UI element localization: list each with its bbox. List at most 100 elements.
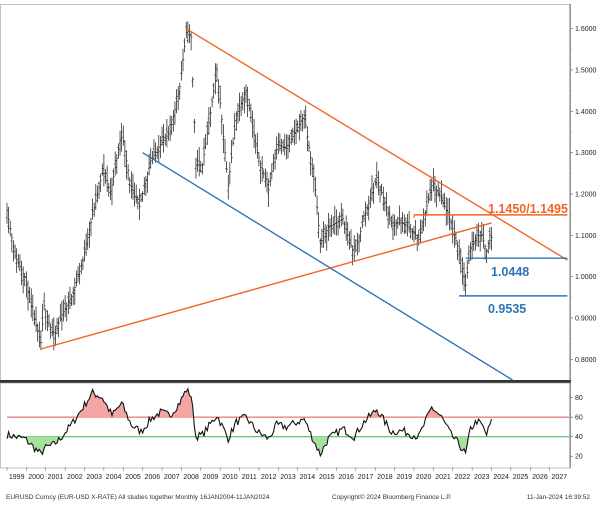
price-bar <box>112 168 115 186</box>
price-bar <box>146 171 149 193</box>
level-label: 1.0448 <box>491 265 529 279</box>
price-bar <box>188 24 191 44</box>
price-bar <box>357 234 361 253</box>
price-bar <box>365 204 369 216</box>
y-tick-label: 1.3000 <box>575 150 597 157</box>
x-tick-label: 2027 <box>552 474 568 481</box>
price-bar <box>67 291 70 314</box>
price-bar <box>75 270 78 287</box>
price-bar <box>370 175 374 202</box>
price-bar <box>438 187 442 202</box>
price-bar <box>486 240 490 254</box>
price-bar <box>36 323 39 342</box>
price-bar <box>58 303 62 322</box>
rsi-y-axis: 20 40 60 80 <box>570 395 583 461</box>
price-bar <box>88 221 91 248</box>
rsi-line <box>6 387 493 458</box>
price-bar <box>155 146 159 160</box>
rsi-overbought-fill <box>367 410 384 418</box>
y-tick-label: 1.6000 <box>575 26 597 33</box>
price-bar <box>209 106 212 127</box>
y-tick-label: 1.4000 <box>575 109 597 116</box>
price-bar <box>490 226 493 251</box>
x-tick-label: 2025 <box>513 474 529 481</box>
price-bar <box>102 154 106 187</box>
price-bar <box>432 168 435 192</box>
price-bar <box>197 147 201 177</box>
price-bar <box>289 129 293 145</box>
price-bar <box>91 198 94 220</box>
price-bar <box>464 273 467 297</box>
price-bar <box>205 121 209 145</box>
price-bar <box>191 76 195 88</box>
x-tick-label: 1999 <box>9 474 25 481</box>
price-bar <box>268 172 272 187</box>
price-bar <box>34 306 38 332</box>
price-bar <box>285 134 288 160</box>
price-bar <box>144 175 148 196</box>
level-label: 1.1450/1.1495 <box>488 202 568 216</box>
price-bar <box>26 280 30 311</box>
price-bar <box>388 205 392 225</box>
main-y-axis: 0.8000 0.9000 1.0000 1.1000 1.2000 1.3000 1.40… <box>570 26 597 364</box>
price-bar <box>236 103 240 124</box>
price-bar <box>233 112 237 140</box>
price-bar <box>310 157 314 177</box>
price-bar <box>456 241 459 261</box>
price-bar <box>199 160 203 173</box>
price-bar <box>314 176 317 197</box>
price-bar <box>315 195 319 215</box>
price-bar <box>31 294 35 322</box>
price-bar <box>238 92 241 122</box>
price-bar <box>163 133 167 146</box>
rsi-overbought-fill <box>155 388 194 418</box>
price-bar <box>465 259 469 279</box>
x-tick-label: 2021 <box>435 474 451 481</box>
price-bar <box>100 163 104 176</box>
x-tick-label: 2006 <box>145 474 161 481</box>
price-bar <box>55 317 59 335</box>
price-bar <box>385 192 388 217</box>
price-bar <box>467 245 471 265</box>
price-bar <box>338 212 341 229</box>
price-bar <box>222 124 225 154</box>
price-bar <box>488 227 492 249</box>
price-bar <box>126 164 130 181</box>
price-bar <box>420 219 424 234</box>
price-bar <box>5 202 9 224</box>
price-bar <box>299 110 303 131</box>
x-tick-label: 2005 <box>125 474 141 481</box>
price-bar <box>97 181 101 199</box>
price-bar <box>259 160 262 184</box>
rsi-tick-label: 40 <box>575 434 583 441</box>
price-bar <box>256 132 259 159</box>
price-bar <box>110 177 114 206</box>
price-bar <box>18 254 22 272</box>
price-bar <box>193 118 196 133</box>
price-bar <box>391 213 395 241</box>
price-bar <box>362 210 366 223</box>
price-bar <box>223 138 227 162</box>
rsi-tick-label: 60 <box>575 415 583 422</box>
price-bar <box>96 185 99 203</box>
price-bar <box>390 215 393 228</box>
price-bar <box>346 222 350 246</box>
price-bar <box>339 203 343 227</box>
price-bar <box>293 119 296 146</box>
price-bar <box>99 173 102 193</box>
price-bar <box>344 215 348 241</box>
price-bar <box>10 233 14 252</box>
price-bar <box>173 101 177 125</box>
price-bar <box>478 230 482 252</box>
price-bar <box>425 190 429 216</box>
price-bar <box>335 209 338 236</box>
price-bar <box>328 218 332 237</box>
price-bar <box>49 323 52 339</box>
price-bar <box>226 174 230 200</box>
x-tick-label: 2019 <box>396 474 412 481</box>
price-bar <box>107 182 111 197</box>
x-tick-label: 2012 <box>261 474 277 481</box>
price-bar <box>33 309 36 326</box>
price-bar <box>186 21 190 44</box>
price-bar <box>89 218 93 237</box>
